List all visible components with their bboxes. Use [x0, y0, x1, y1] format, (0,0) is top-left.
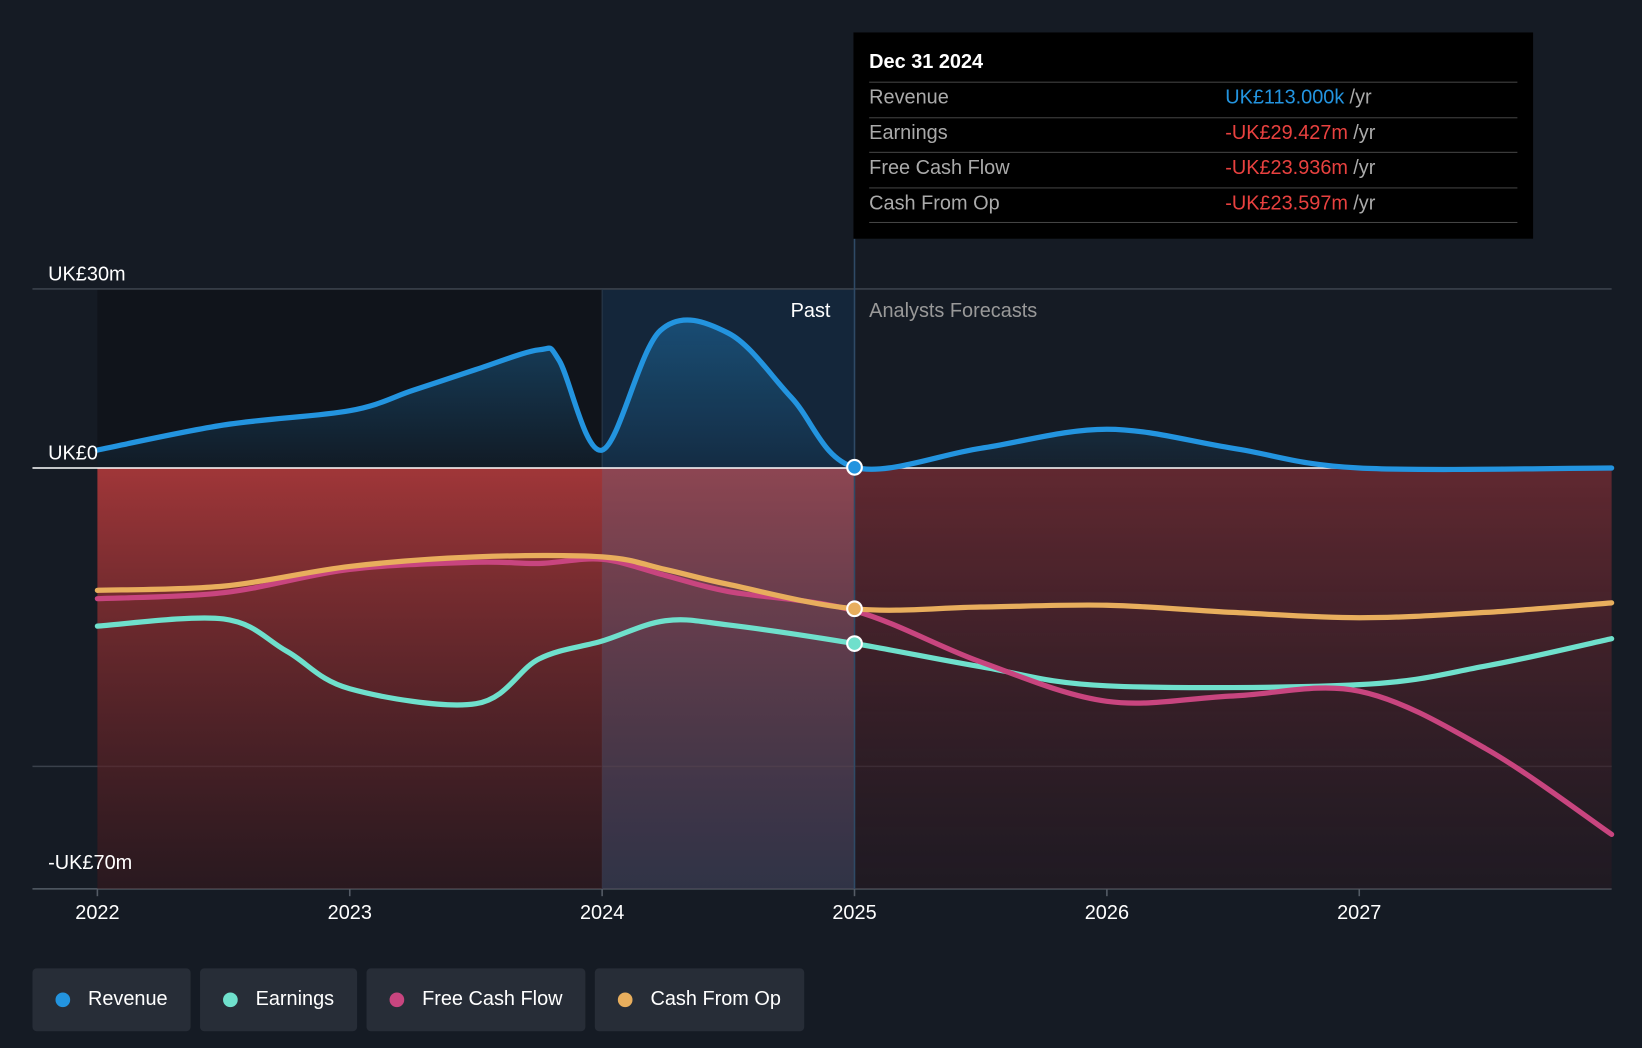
legend-item-cash-from-op[interactable]: Cash From Op — [594, 968, 804, 1032]
legend-dot-icon — [389, 992, 405, 1008]
legend-dot-icon — [55, 992, 71, 1008]
tooltip-row-label: Earnings — [869, 121, 948, 144]
legend-label: Cash From Op — [650, 988, 781, 1011]
legend: Revenue Earnings Free Cash Flow Cash From O… — [32, 968, 804, 1032]
tooltip-row-unit: /yr — [1353, 157, 1376, 180]
x-tick-label: 2026 — [1084, 902, 1130, 925]
tooltip-divider — [869, 221, 1518, 224]
tooltip-row-value: -UK£23.597m — [1225, 192, 1348, 215]
x-tick-label: 2022 — [75, 902, 120, 925]
negative-area-highlight — [602, 467, 855, 889]
x-tick-label: 2025 — [832, 902, 877, 925]
tooltip-row-label: Revenue — [869, 86, 949, 109]
tooltip-row-value: -UK£23.936m — [1225, 157, 1348, 180]
tooltip-row-unit: /yr — [1353, 121, 1376, 144]
tooltip-row: Cash From Op -UK£23.597m/yr — [869, 186, 1518, 223]
legend-item-earnings[interactable]: Earnings — [200, 968, 358, 1032]
negative-area-forecast — [854, 467, 1612, 889]
series-line-earnings — [94, 615, 1615, 708]
tooltip-row-value-wrap: -UK£23.597m/yr — [1225, 192, 1375, 215]
legend-item-free-cash-flow[interactable]: Free Cash Flow — [366, 968, 586, 1032]
x-tick-label: 2027 — [1337, 902, 1382, 925]
legend-dot-icon — [223, 992, 238, 1008]
forecast-label: Analysts Forecasts — [869, 300, 1038, 323]
tooltip-row-value-wrap: UK£113.000k/yr — [1225, 87, 1371, 110]
series-line-cash-from-op — [94, 552, 1615, 621]
x-tick-label: 2024 — [579, 902, 625, 925]
past-label: Past — [790, 300, 831, 323]
legend-label: Revenue — [87, 988, 168, 1011]
tooltip-row-value: UK£113.000k — [1225, 86, 1345, 109]
revenue-area — [97, 319, 1612, 470]
y-tick-label: -UK£70m — [48, 852, 133, 875]
legend-label: Free Cash Flow — [422, 988, 563, 1011]
legend-dot-icon — [618, 992, 633, 1008]
tooltip-row-unit: /yr — [1353, 192, 1376, 215]
y-tick-label: UK£0 — [48, 442, 98, 465]
legend-item-revenue[interactable]: Revenue — [32, 968, 191, 1032]
tooltip-row: Revenue UK£113.000k/yr — [869, 81, 1518, 118]
tooltip-row-label: Free Cash Flow — [869, 157, 1010, 180]
tooltip-row: Free Cash Flow -UK£23.936m/yr — [869, 151, 1518, 188]
tooltip-row-value-wrap: -UK£29.427m/yr — [1225, 122, 1375, 145]
tooltip-date: Dec 31 2024 — [869, 51, 984, 74]
tooltip: Dec 31 2024 Revenue UK£113.000k/yr Earning… — [853, 32, 1534, 239]
negative-area-past — [97, 467, 855, 889]
marker-earnings — [846, 635, 863, 652]
tooltip-row-unit: /yr — [1349, 86, 1372, 109]
tooltip-row: Earnings -UK£29.427m/yr — [869, 116, 1518, 153]
marker-cash-from-op — [846, 600, 863, 618]
x-tick-label: 2023 — [327, 902, 372, 925]
legend-label: Earnings — [255, 988, 335, 1011]
tooltip-row-value-wrap: -UK£23.936m/yr — [1225, 157, 1375, 180]
y-tick-label: UK£30m — [48, 263, 126, 286]
tooltip-row-value: -UK£29.427m — [1225, 121, 1348, 144]
series-line-revenue — [94, 317, 1615, 473]
tooltip-row-label: Cash From Op — [869, 192, 1000, 215]
marker-revenue — [846, 458, 863, 476]
